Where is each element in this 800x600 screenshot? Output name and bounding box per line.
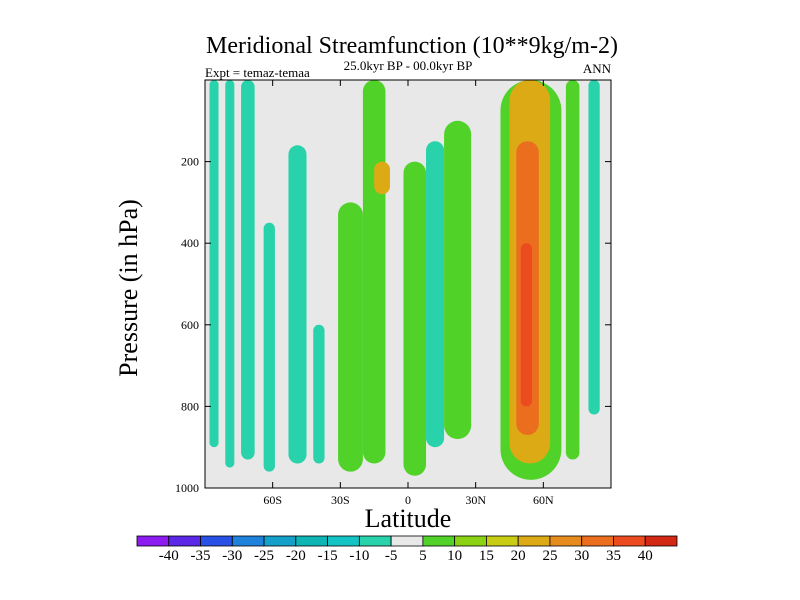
left-string: Expt = temaz-temaa: [205, 65, 310, 80]
colorbar-tick-label: 25: [542, 548, 557, 564]
x-tick-label: 60S: [263, 493, 282, 507]
colorbar-tick-label: -35: [191, 548, 211, 564]
colorbar-tick-label: -30: [222, 548, 242, 564]
colorbar-swatch: [549, 535, 583, 547]
colorbar-tick-label: -40: [159, 548, 179, 564]
plot-frame: [204, 79, 612, 489]
colorbar-swatch: [422, 535, 456, 547]
contour-region-orange-core-upper-south: [374, 161, 390, 195]
colorbar-tick-label: 30: [574, 548, 589, 564]
contour-region-green-band-north-20: [444, 120, 472, 440]
x-tick-label: 60N: [533, 493, 554, 507]
colorbar-swatch: [358, 535, 392, 547]
contour-region-teal-band-far-south-a: [209, 80, 219, 448]
colorbar-swatch: [327, 535, 360, 547]
colorbar-tick-label: 20: [511, 548, 526, 564]
contour-region-teal-band-south-70: [241, 80, 255, 460]
colorbar: -40 -35 -30 -25 -20 -15 -10 -5 5 10 15 20 25 30 35 40: [136, 535, 678, 564]
colorbar-tick-label: 35: [606, 548, 621, 564]
y-tick-label: 1000: [175, 481, 199, 495]
y-tick-label: 400: [181, 236, 199, 250]
x-tick-label: 30S: [331, 493, 350, 507]
colorbar-tick-label: -15: [318, 548, 338, 564]
y-tick-label: 600: [181, 318, 199, 332]
colorbar-swatch: [168, 535, 201, 547]
chart-title: Meridional Streamfunction (10**9kg/m-2): [206, 33, 618, 59]
colorbar-swatch: [200, 535, 233, 547]
colorbar-swatch: [390, 535, 424, 547]
colorbar-tick-label: 5: [419, 548, 427, 564]
colorbar-swatch: [136, 535, 170, 547]
contour-region-green-band-north-72: [565, 80, 580, 460]
contour-region-teal-band-north-12: [426, 141, 445, 448]
x-tick-label: 30N: [465, 493, 486, 507]
colorbar-tick-label: -25: [254, 548, 274, 564]
colorbar-swatch: [644, 535, 678, 547]
colorbar-swatch: [581, 535, 614, 547]
contour-region-green-band-south-30: [338, 202, 363, 472]
contour-region-teal-band-south-60: [263, 222, 275, 472]
contour-region-green-band-south-18: [362, 80, 386, 464]
x-tick-label: 0: [405, 493, 411, 507]
chart-subtitle: 25.0kyr BP - 00.0kyr BP: [344, 58, 473, 73]
contour-regions: [209, 80, 600, 480]
colorbar-tick-label: 10: [447, 548, 462, 564]
axis-ticks: 60S 30S 0 30N 60N 200 400 600 800 1000: [175, 80, 611, 507]
colorbar-swatch: [454, 535, 487, 547]
colorbar-tick-label: -5: [385, 548, 398, 564]
colorbar-tick-label: -10: [349, 548, 369, 564]
colorbar-swatch: [613, 535, 646, 547]
colorbar-swatch: [295, 535, 328, 547]
contour-region-teal-band-far-south-b: [225, 80, 235, 468]
right-string: ANN: [583, 61, 612, 76]
contour-region-green-band-equator: [403, 161, 427, 476]
colorbar-swatch: [486, 535, 519, 547]
colorbar-tick-label: -20: [286, 548, 306, 564]
colorbar-tick-label: 40: [638, 548, 653, 564]
contour-region-jet-red-core: [520, 243, 533, 407]
y-tick-label: 800: [181, 399, 199, 413]
contour-region-teal-band-south-40: [313, 324, 325, 464]
y-axis-label: Pressure (in hPa): [114, 199, 143, 377]
x-axis-label: Latitude: [365, 504, 452, 533]
colorbar-swatch: [517, 535, 551, 547]
colorbar-swatch: [263, 535, 297, 547]
contour-region-teal-band-south-48: [288, 145, 307, 464]
y-tick-label: 200: [181, 155, 199, 169]
contour-region-teal-band-north-80: [588, 80, 600, 415]
colorbar-tick-label: 15: [479, 548, 494, 564]
colorbar-swatch: [231, 535, 265, 547]
